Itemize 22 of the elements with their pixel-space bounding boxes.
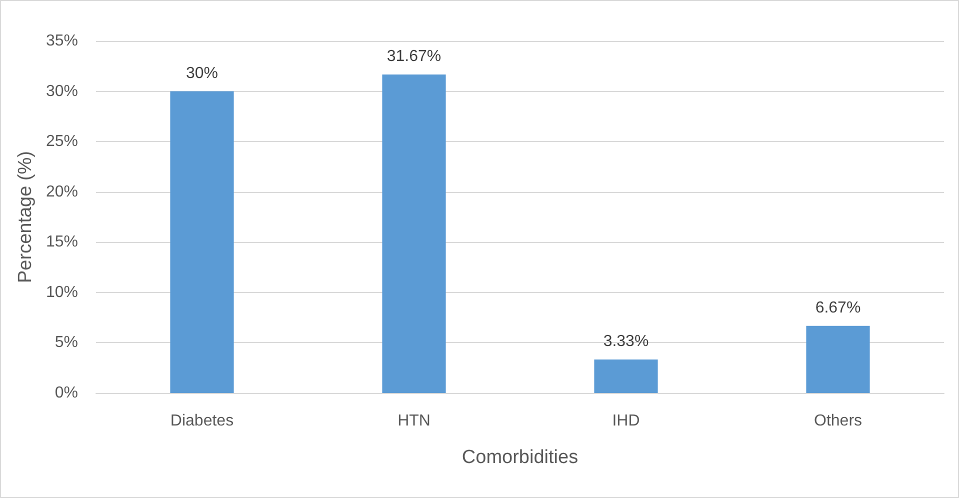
bar — [170, 91, 234, 393]
y-tick-label: 10% — [46, 284, 78, 301]
x-tick-label: Others — [814, 412, 862, 430]
y-tick-label: 20% — [46, 183, 78, 200]
data-label: 6.67% — [815, 299, 861, 316]
x-tick-label: Diabetes — [170, 412, 234, 430]
y-tick-label: 30% — [46, 82, 78, 100]
y-tick-label: 15% — [46, 234, 78, 251]
bar — [382, 74, 446, 393]
y-tick-label: 5% — [54, 334, 78, 352]
y-tick-label: 0% — [54, 384, 78, 402]
data-label: 31.67% — [386, 48, 442, 65]
bar — [594, 360, 658, 393]
y-axis-title: Percentage (%) — [15, 150, 36, 284]
x-tick-label: IHD — [612, 412, 640, 430]
data-label: 30% — [186, 64, 218, 82]
x-tick-label: HTN — [398, 412, 430, 430]
y-tick-label: 25% — [46, 133, 78, 150]
bar — [806, 326, 870, 393]
x-axis-title: Comorbidities — [462, 447, 578, 468]
y-tick-label: 35% — [46, 32, 78, 50]
data-label: 3.33% — [603, 333, 649, 350]
